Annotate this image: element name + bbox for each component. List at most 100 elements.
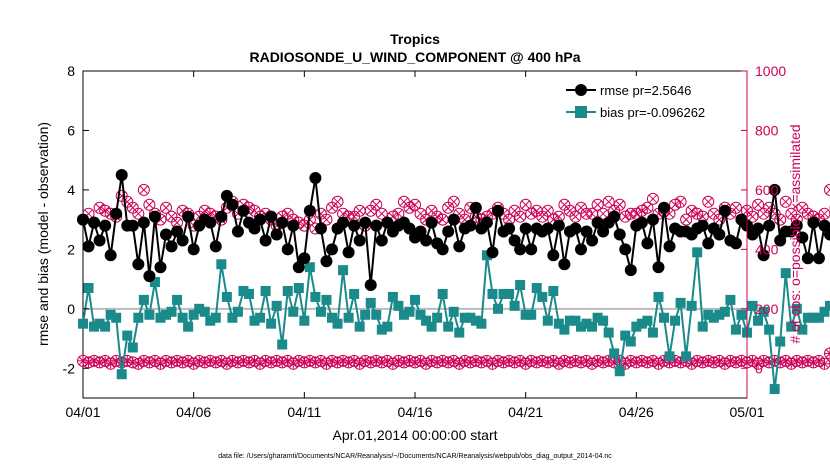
- rmse-point: [635, 216, 648, 229]
- obs-count-point: [613, 198, 626, 211]
- bias-point: [100, 321, 111, 332]
- bias-point: [515, 280, 526, 291]
- bias-point: [609, 348, 620, 359]
- bias-point: [819, 306, 830, 317]
- bias-point: [144, 309, 155, 320]
- bias-point: [780, 268, 791, 279]
- x-axis: 04/01 04/06 04/11 04/16 04/21 04/26 05/01: [65, 71, 765, 420]
- bias-point: [227, 312, 238, 323]
- rmse-point: [464, 219, 477, 232]
- rmse-point: [420, 234, 433, 247]
- chart-subtitle: RADIOSONDE_U_WIND_COMPONENT @ 400 hPa: [249, 49, 580, 65]
- obs-count-point: [801, 207, 814, 220]
- bias-point: [531, 283, 542, 294]
- legend-bias-label: bias pr=-0.096262: [600, 105, 705, 120]
- bias-point: [404, 306, 415, 317]
- data-file-footnote: data file: /Users/gharamti/Documents/NCA…: [218, 453, 612, 460]
- obs-count-point: [375, 207, 388, 220]
- x-tick-label: 04/16: [397, 404, 432, 420]
- bias-point: [553, 318, 564, 329]
- rmse-point: [558, 258, 571, 271]
- bias-point: [802, 312, 813, 323]
- rmse-point: [824, 228, 830, 241]
- rmse-point: [608, 210, 621, 223]
- bias-point: [470, 315, 481, 326]
- y-tick-label: 0: [67, 301, 75, 317]
- bias-point: [244, 288, 254, 299]
- rmse-point: [569, 222, 582, 235]
- bias-point: [620, 330, 631, 341]
- bias-point: [493, 303, 503, 314]
- obs-count-point: [303, 213, 316, 226]
- bias-point: [786, 321, 797, 332]
- bias-point: [194, 303, 205, 314]
- rmse-point: [580, 225, 593, 238]
- rmse-point: [171, 225, 184, 238]
- bias-point: [526, 309, 537, 320]
- bias-point: [315, 306, 326, 317]
- bias-point: [288, 306, 299, 317]
- bias-point: [636, 318, 647, 329]
- bias-point: [238, 285, 249, 296]
- rmse-point: [348, 219, 361, 232]
- y-axis-right: 0 200 400 600 800 1000: [741, 63, 786, 398]
- rmse-point: [646, 213, 659, 226]
- rmse-point: [663, 240, 676, 253]
- bias-point: [598, 315, 609, 326]
- bias-point: [670, 315, 681, 326]
- bias-point: [570, 315, 581, 326]
- bias-point: [719, 306, 730, 317]
- rmse-point: [287, 219, 300, 232]
- rmse-point: [104, 249, 117, 262]
- rmse-point: [298, 252, 311, 265]
- rmse-point: [314, 222, 327, 235]
- rmse-point: [597, 225, 610, 238]
- bias-point: [509, 300, 520, 311]
- bias-point: [94, 318, 105, 329]
- obs-count-point: [541, 204, 554, 217]
- rmse-point: [364, 279, 377, 292]
- bias-point: [382, 321, 393, 332]
- rmse-point: [303, 204, 316, 217]
- bias-point: [78, 318, 88, 329]
- bias-point: [83, 283, 94, 294]
- y2-tick-label: 600: [755, 182, 779, 198]
- rmse-point: [619, 243, 632, 256]
- rmse-point: [209, 240, 222, 253]
- rmse-point: [436, 243, 449, 256]
- bias-point: [221, 291, 232, 302]
- bias-point: [603, 327, 614, 338]
- rmse-point: [519, 222, 532, 235]
- bias-point: [642, 315, 653, 326]
- bias-point: [614, 366, 625, 377]
- y-tick-label: 4: [67, 182, 75, 198]
- rmse-point: [176, 234, 189, 247]
- bias-point: [813, 312, 824, 323]
- y2-tick-label: 1000: [755, 63, 786, 79]
- bias-point: [338, 265, 349, 276]
- bias-point: [576, 321, 586, 332]
- bias-point: [304, 262, 315, 273]
- bias-point: [282, 285, 293, 296]
- bias-point: [592, 312, 603, 323]
- series-3: [77, 347, 830, 370]
- obs-count-point: [818, 357, 830, 370]
- bias-point: [736, 309, 747, 320]
- bias-point: [730, 324, 741, 335]
- bias-point: [371, 309, 382, 320]
- rmse-point: [309, 172, 322, 185]
- bias-point: [791, 303, 802, 314]
- legend-bias-marker: [575, 106, 587, 118]
- rmse-point: [591, 216, 604, 229]
- obs-count-point: [331, 195, 344, 208]
- bias-point: [559, 324, 570, 335]
- obs-count-point: [353, 357, 366, 370]
- obs-count-point: [718, 357, 731, 370]
- rmse-point: [492, 204, 504, 217]
- rmse-point: [220, 189, 233, 202]
- bias-point: [686, 300, 697, 311]
- rmse-point: [88, 216, 101, 229]
- rmse-point: [143, 270, 156, 283]
- obs-count-point: [514, 210, 527, 223]
